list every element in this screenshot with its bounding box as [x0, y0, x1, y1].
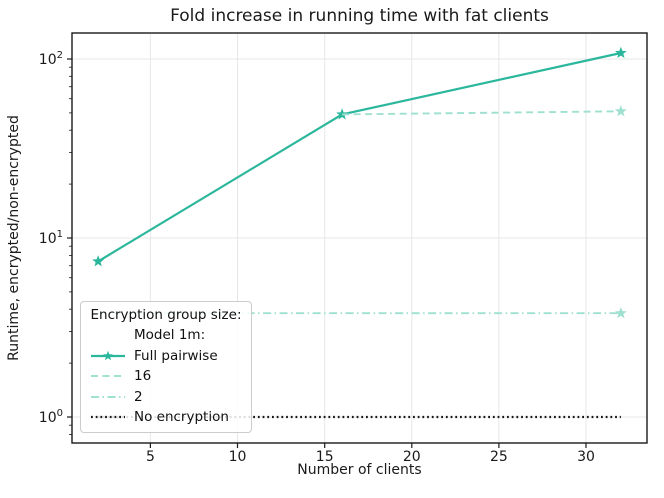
series-2-marker	[614, 307, 627, 319]
legend-key-solid-star-icon	[91, 350, 125, 360]
y-tick-label: 100	[39, 408, 63, 426]
legend-label: 16	[134, 368, 152, 385]
y-tick-label: 101	[39, 229, 63, 247]
x-tick-label: 30	[577, 449, 595, 465]
legend-key-none	[89, 328, 127, 342]
legend-subheader: Model 1m:	[134, 327, 206, 344]
x-tick-label: 15	[316, 449, 334, 465]
x-tick-label: 20	[403, 449, 421, 465]
series-full-pairwise-marker	[92, 255, 105, 267]
legend-title: Encryption group size:	[90, 307, 242, 323]
legend-label: 2	[134, 388, 143, 405]
legend-entry-2: 2	[81, 387, 251, 408]
legend-label: No encryption	[134, 409, 229, 426]
x-tick-label: 5	[146, 449, 155, 465]
legend-key-dashdot-icon	[91, 395, 125, 398]
y-tick-label: 102	[39, 50, 63, 68]
series-16-line	[342, 110, 621, 116]
x-axis-label: Number of clients	[297, 462, 422, 478]
x-tick-label: 10	[229, 449, 247, 465]
legend-entry-model: Model 1m:	[81, 325, 251, 346]
series-full-pairwise-marker	[614, 46, 627, 58]
legend: Encryption group size: Model 1m: Full pa…	[80, 301, 252, 433]
x-tick-label: 25	[490, 449, 508, 465]
series-full-pairwise-line	[97, 51, 622, 263]
y-axis-label: Runtime, encrypted/non-encrypted	[6, 115, 22, 361]
series-16-marker	[614, 105, 627, 117]
series-full-pairwise-marker	[336, 108, 348, 120]
legend-label: Full pairwise	[134, 347, 218, 364]
legend-entry-full-pairwise: Full pairwise	[81, 346, 251, 367]
legend-entry-no-encryption: No encryption	[81, 407, 251, 428]
legend-key-dotted-icon	[91, 416, 125, 419]
legend-key-dashed-icon	[91, 375, 125, 378]
chart-title: Fold increase in running time with fat c…	[170, 6, 549, 26]
legend-entry-16: 16	[81, 366, 251, 387]
